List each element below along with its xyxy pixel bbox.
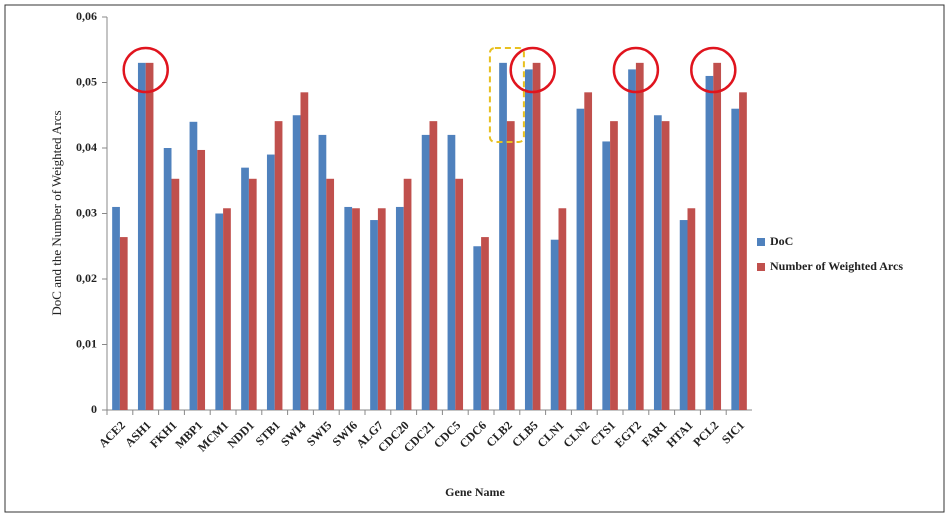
bar (241, 167, 249, 410)
bar (705, 75, 714, 410)
bar (215, 213, 224, 410)
x-tick-label: SWI5 (304, 418, 335, 449)
bar (395, 206, 404, 410)
bar (197, 149, 206, 410)
x-tick-label: EGT2 (612, 418, 644, 450)
bar (602, 141, 611, 410)
bar (119, 237, 128, 410)
x-tick-label: CDC5 (431, 418, 464, 451)
y-tick-label: 0,05 (76, 74, 97, 88)
highlight-circle (122, 46, 169, 94)
highlight-circle (509, 46, 556, 94)
y-tick-label: 0,04 (76, 140, 97, 154)
bar (550, 239, 559, 410)
bar (429, 121, 438, 411)
bar (713, 62, 722, 410)
bar (344, 206, 353, 410)
bar (481, 237, 489, 410)
bar (506, 121, 515, 411)
bar (145, 62, 154, 410)
y-tick-label: 0,02 (76, 271, 97, 285)
bar (248, 178, 257, 410)
bar (628, 69, 636, 411)
x-tick-label: CLN2 (560, 418, 592, 450)
bar (447, 134, 456, 410)
x-tick-label: PCL2 (690, 418, 721, 449)
y-tick-label: 0,01 (76, 336, 97, 350)
bar (352, 208, 360, 410)
bar (473, 246, 482, 410)
x-tick-label: FKH1 (147, 418, 180, 451)
legend-swatch (757, 238, 765, 246)
bar (403, 178, 412, 410)
bar (576, 108, 585, 410)
x-tick-label: SWI4 (278, 418, 309, 449)
bar (318, 134, 327, 410)
bar (189, 121, 198, 411)
bar (274, 121, 283, 411)
x-tick-label: ACE2 (96, 418, 128, 450)
bar (731, 108, 740, 410)
bar (661, 121, 670, 411)
x-axis-label: Gene Name (445, 485, 505, 499)
bar (524, 69, 533, 411)
bar (635, 62, 644, 410)
x-tick-label: SIC1 (719, 418, 747, 446)
bar (292, 115, 301, 410)
bar (163, 148, 172, 410)
x-tick-label: ASH1 (122, 418, 154, 450)
legend-swatch (757, 263, 765, 271)
frame (4, 4, 945, 513)
bar (558, 208, 567, 410)
bar (739, 92, 747, 410)
bar (687, 208, 696, 410)
bar (300, 92, 309, 410)
highlight-circle (612, 46, 660, 94)
bar (266, 154, 275, 410)
bar (171, 178, 180, 410)
x-tick-label: STB1 (253, 418, 283, 448)
bar (499, 62, 507, 410)
legend-label: DoC (770, 234, 793, 248)
bar (370, 220, 378, 410)
x-tick-label: CDC6 (457, 418, 490, 451)
bar (112, 206, 120, 410)
y-tick-label: 0 (91, 402, 97, 416)
bar (326, 178, 335, 410)
bar (455, 178, 464, 410)
bar (532, 62, 541, 410)
bar (223, 208, 231, 410)
x-tick-label: CTS1 (588, 418, 619, 449)
highlight-box (488, 47, 525, 143)
x-tick-label: NDD1 (224, 418, 257, 451)
y-tick-label: 0,03 (76, 205, 97, 219)
bar (377, 208, 386, 410)
legend-label: Number of Weighted Arcs (770, 259, 903, 273)
bar (584, 92, 593, 410)
bar (421, 134, 430, 410)
x-tick-label: CLN1 (535, 418, 567, 450)
y-axis-label: DoC and the Number of Weighted Arcs (49, 110, 64, 315)
bar (610, 121, 618, 411)
highlight-circle (690, 46, 737, 94)
y-tick-label: 0,06 (76, 9, 97, 23)
bar (137, 62, 146, 410)
bar (679, 220, 688, 410)
x-tick-label: CLB5 (509, 418, 541, 450)
bar (653, 115, 662, 410)
x-tick-label: HTA1 (664, 418, 696, 450)
x-tick-label: CLB2 (483, 418, 515, 450)
x-tick-label: FAR1 (639, 418, 670, 449)
